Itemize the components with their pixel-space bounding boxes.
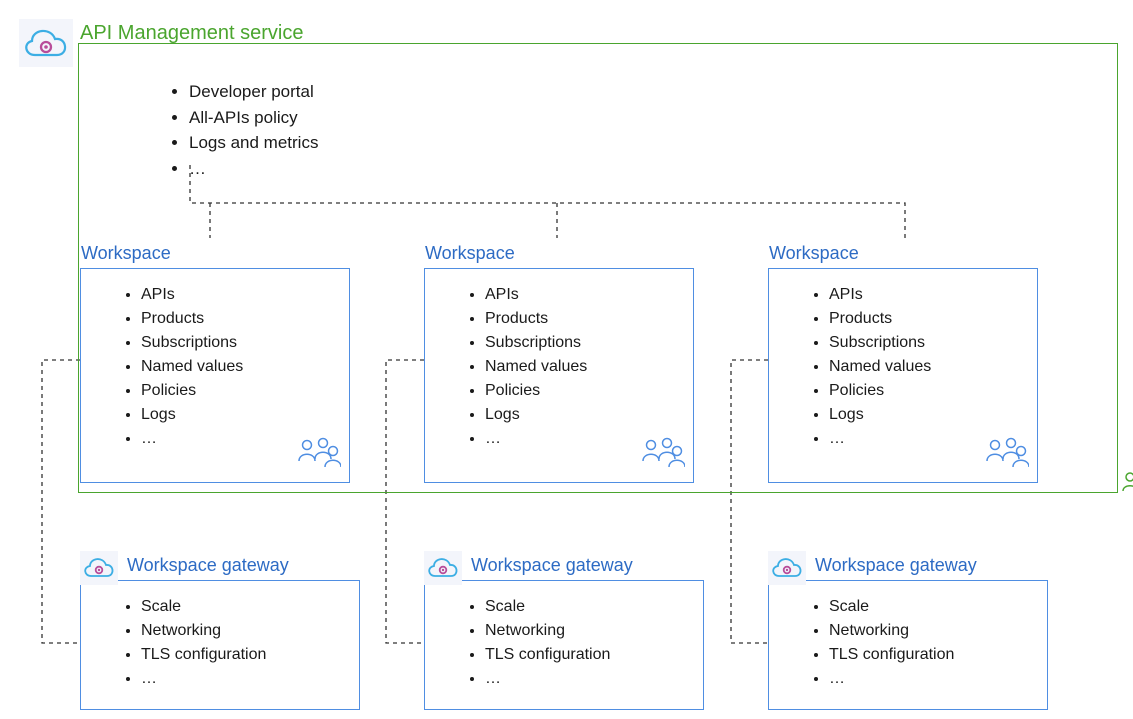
list-item: Scale xyxy=(829,595,1047,619)
gateway-cloud-icon xyxy=(80,551,118,585)
gateway-title: Workspace gateway xyxy=(471,555,633,576)
list-item: APIs xyxy=(485,283,693,307)
workspace-item-list: APIsProductsSubscriptionsNamed valuesPol… xyxy=(425,269,693,451)
list-item: Products xyxy=(485,307,693,331)
gateway-item-list: ScaleNetworkingTLS configuration… xyxy=(425,581,703,691)
people-icon xyxy=(297,435,341,476)
list-item: Scale xyxy=(141,595,359,619)
list-item: Logs xyxy=(829,403,1037,427)
list-item: All-APIs policy xyxy=(189,105,318,131)
list-item: Named values xyxy=(485,355,693,379)
gateway-cloud-icon xyxy=(424,551,462,585)
list-item: Logs and metrics xyxy=(189,130,318,156)
list-item: Policies xyxy=(141,379,349,403)
service-item-list: Developer portalAll-APIs policyLogs and … xyxy=(119,79,318,181)
gateway-item-list: ScaleNetworkingTLS configuration… xyxy=(81,581,359,691)
connector-wg1 xyxy=(42,360,80,643)
gateway-title: Workspace gateway xyxy=(127,555,289,576)
gateway-box-1: Workspace gateway ScaleNetworkingTLS con… xyxy=(80,580,360,710)
workspace-box-3: Workspace APIsProductsSubscriptionsNamed… xyxy=(768,268,1038,483)
list-item: … xyxy=(189,156,318,182)
workspace-item-list: APIsProductsSubscriptionsNamed valuesPol… xyxy=(769,269,1037,451)
list-item: APIs xyxy=(141,283,349,307)
workspace-title: Workspace xyxy=(769,243,859,264)
list-item: Subscriptions xyxy=(141,331,349,355)
list-item: Networking xyxy=(141,619,359,643)
list-item: … xyxy=(485,667,703,691)
gateway-box-2: Workspace gateway ScaleNetworkingTLS con… xyxy=(424,580,704,710)
list-item: TLS configuration xyxy=(141,643,359,667)
list-item: Networking xyxy=(485,619,703,643)
workspace-box-2: Workspace APIsProductsSubscriptionsNamed… xyxy=(424,268,694,483)
workspace-title: Workspace xyxy=(425,243,515,264)
list-item: Logs xyxy=(485,403,693,427)
list-item: Named values xyxy=(141,355,349,379)
list-item: TLS configuration xyxy=(829,643,1047,667)
list-item: Networking xyxy=(829,619,1047,643)
list-item: Developer portal xyxy=(189,79,318,105)
list-item: … xyxy=(141,667,359,691)
list-item: Products xyxy=(829,307,1037,331)
list-item: Products xyxy=(141,307,349,331)
list-item: Scale xyxy=(485,595,703,619)
gateway-title: Workspace gateway xyxy=(815,555,977,576)
list-item: Policies xyxy=(829,379,1037,403)
apim-cloud-icon xyxy=(19,19,73,67)
list-item: Named values xyxy=(829,355,1037,379)
gateway-cloud-icon xyxy=(768,551,806,585)
diagram-root: API Management service Developer portalA… xyxy=(0,0,1133,719)
gateway-box-3: Workspace gateway ScaleNetworkingTLS con… xyxy=(768,580,1048,710)
list-item: … xyxy=(829,667,1047,691)
list-item: Policies xyxy=(485,379,693,403)
list-item: Subscriptions xyxy=(829,331,1037,355)
list-item: TLS configuration xyxy=(485,643,703,667)
workspace-box-1: Workspace APIsProductsSubscriptionsNamed… xyxy=(80,268,350,483)
service-title: API Management service xyxy=(80,22,303,45)
list-item: Subscriptions xyxy=(485,331,693,355)
workspace-item-list: APIsProductsSubscriptionsNamed valuesPol… xyxy=(81,269,349,451)
people-icon-service xyxy=(1121,457,1133,498)
list-item: APIs xyxy=(829,283,1037,307)
people-icon xyxy=(641,435,685,476)
people-icon xyxy=(985,435,1029,476)
workspace-title: Workspace xyxy=(81,243,171,264)
gateway-item-list: ScaleNetworkingTLS configuration… xyxy=(769,581,1047,691)
list-item: Logs xyxy=(141,403,349,427)
